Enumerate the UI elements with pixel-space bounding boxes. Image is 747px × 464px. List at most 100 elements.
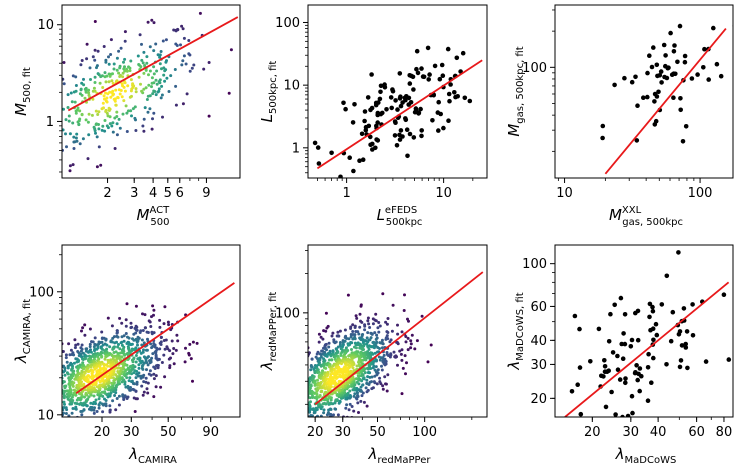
data-point	[142, 341, 146, 345]
data-point	[57, 361, 60, 364]
data-point	[154, 374, 158, 378]
data-point	[426, 77, 432, 82]
data-point	[384, 320, 388, 324]
data-point	[117, 71, 121, 75]
data-point	[105, 74, 109, 78]
data-point	[83, 323, 87, 327]
data-point	[361, 348, 365, 352]
data-point	[125, 342, 129, 345]
data-point	[404, 335, 408, 338]
data-point	[615, 367, 621, 373]
data-point	[93, 20, 97, 23]
data-point	[384, 382, 387, 386]
data-point	[75, 132, 79, 136]
data-point	[53, 404, 56, 407]
data-point	[88, 327, 92, 331]
data-point	[111, 130, 115, 134]
data-point	[297, 429, 300, 432]
data-point	[287, 385, 290, 388]
data-point	[338, 174, 343, 178]
data-point	[111, 399, 115, 403]
data-point	[124, 385, 128, 389]
data-point	[100, 355, 104, 359]
data-point	[142, 117, 146, 121]
x-tick-label: 40	[650, 425, 667, 440]
data-point	[101, 410, 105, 414]
axes-frame-xxl	[554, 4, 734, 179]
data-point	[295, 390, 298, 393]
data-point	[664, 273, 670, 279]
data-point	[610, 350, 616, 355]
data-point	[34, 375, 37, 378]
data-point	[347, 337, 351, 341]
data-point	[288, 375, 291, 378]
data-point	[662, 74, 667, 80]
data-point	[76, 396, 80, 400]
data-point	[467, 98, 473, 104]
data-point	[52, 362, 55, 365]
data-point	[406, 336, 410, 340]
data-point	[382, 353, 386, 357]
data-point	[294, 376, 297, 379]
data-point	[97, 342, 101, 346]
data-point	[174, 348, 178, 352]
data-point	[46, 157, 49, 160]
data-point	[170, 339, 174, 343]
data-point	[140, 343, 144, 347]
data-point	[142, 50, 146, 54]
data-point	[33, 430, 36, 433]
data-point	[277, 392, 280, 395]
data-point	[307, 454, 310, 457]
data-point	[54, 163, 57, 166]
scatter-points-act	[45, 11, 233, 173]
data-point	[34, 389, 37, 392]
data-point	[145, 368, 148, 372]
data-point	[670, 309, 676, 315]
fit-line-efeds	[316, 59, 483, 170]
data-point	[675, 59, 680, 65]
data-point	[105, 124, 109, 128]
data-point	[45, 137, 48, 140]
data-point	[160, 67, 163, 71]
data-point	[381, 292, 385, 296]
data-point	[330, 358, 334, 362]
data-point	[95, 410, 99, 413]
data-point	[54, 391, 57, 394]
x-tick-label: 4	[149, 186, 157, 201]
data-point	[100, 347, 104, 351]
data-point	[181, 59, 185, 63]
data-point	[432, 63, 438, 69]
data-point	[329, 354, 333, 358]
data-point	[190, 66, 194, 70]
data-point	[298, 403, 301, 406]
data-point	[690, 302, 695, 307]
data-point	[142, 129, 146, 133]
data-point	[100, 74, 104, 78]
data-point	[632, 370, 638, 376]
x-tick-label: 20	[584, 425, 601, 440]
data-point	[116, 345, 120, 349]
data-point	[145, 330, 149, 334]
data-point	[62, 128, 65, 132]
data-point	[341, 345, 345, 349]
data-point	[309, 414, 313, 417]
data-point	[48, 398, 51, 401]
data-point	[108, 408, 112, 412]
data-point	[322, 408, 326, 412]
data-point	[119, 351, 122, 355]
data-point	[588, 359, 593, 364]
data-point	[103, 397, 106, 401]
data-point	[287, 393, 290, 396]
x-tick-label: 100	[412, 425, 437, 440]
data-point	[30, 375, 33, 378]
data-point	[365, 404, 369, 408]
data-point	[202, 67, 206, 71]
data-point	[167, 357, 171, 361]
data-point	[79, 63, 83, 67]
data-point	[69, 91, 73, 95]
data-point	[168, 364, 172, 368]
data-point	[52, 399, 55, 402]
x-axis-label-xxl: MXXL gas, 500kpc	[609, 205, 683, 228]
data-point	[49, 402, 52, 405]
data-point	[726, 357, 732, 362]
